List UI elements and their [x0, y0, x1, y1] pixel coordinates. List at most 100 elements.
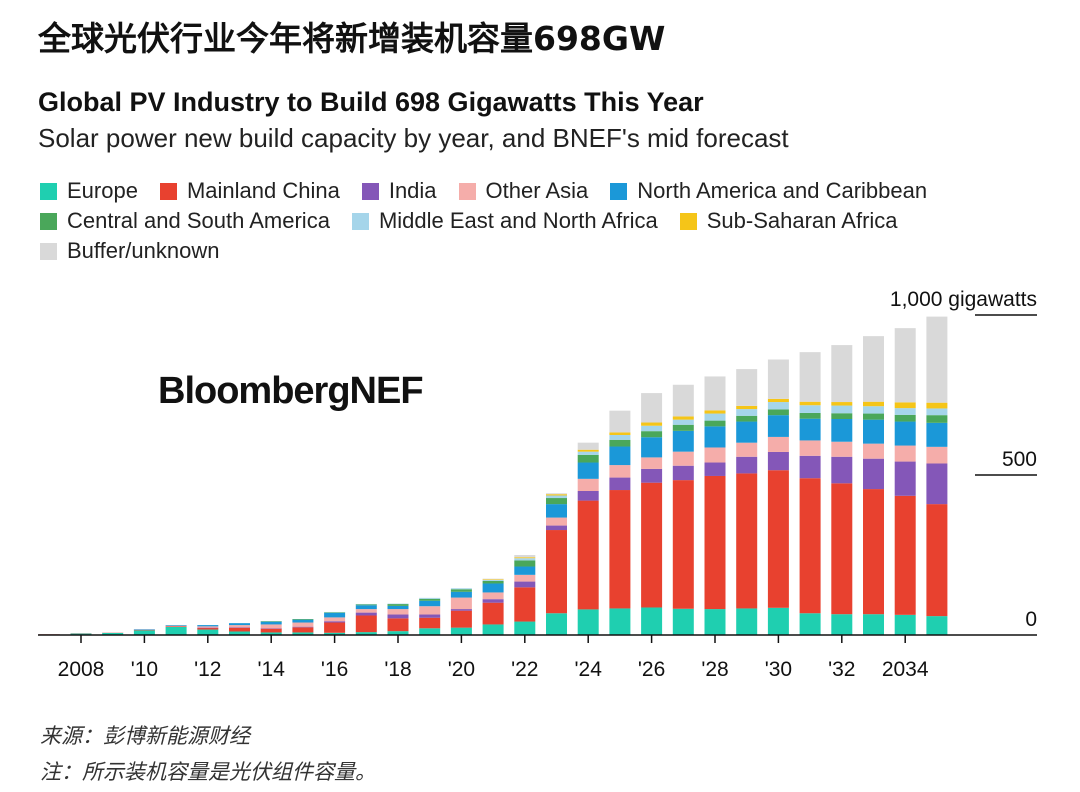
bar-segment-europe-2019: [419, 628, 441, 635]
bar-segment-middle-east-and-north-africa-2022: [514, 558, 536, 561]
legend-row: Buffer/unknown: [40, 236, 1040, 266]
x-tick-label: '26: [638, 658, 665, 681]
bar-segment-north-america-and-caribbean-2021: [482, 583, 504, 593]
legend-item-buffer-unknown: Buffer/unknown: [40, 236, 219, 266]
bar-segment-other-asia-2034: [894, 445, 916, 462]
bar-segment-india-2017: [355, 612, 377, 616]
legend-label: Europe: [67, 178, 138, 203]
bar-segment-india-2026: [641, 468, 663, 483]
bar-segment-mainland-china-2027: [672, 480, 694, 609]
bar-segment-india-2024: [577, 491, 599, 501]
bar-segment-europe-2022: [514, 621, 536, 635]
footnote: 注：所示装机容量是光伏组件容量。: [40, 760, 376, 784]
bar-segment-mainland-china-2029: [736, 473, 758, 609]
bar-segment-europe-2017: [355, 632, 377, 635]
bar-segment-central-and-south-america-2030: [767, 409, 789, 416]
bar-segment-north-america-and-caribbean-2020: [450, 591, 472, 598]
bar-segment-middle-east-and-north-africa-2018: [387, 603, 409, 605]
bar-segment-india-2016: [324, 621, 346, 623]
legend-item-mainland-china: Mainland China: [159, 176, 340, 206]
bar-segment-middle-east-and-north-africa-2019: [419, 597, 441, 599]
legend-item-other-asia: Other Asia: [458, 176, 588, 206]
bar-segment-middle-east-and-north-africa-2031: [799, 405, 821, 413]
bar-segment-mainland-china-2022: [514, 587, 536, 622]
x-tick-label: '22: [511, 658, 538, 681]
bar-segment-europe-2010: [133, 630, 155, 635]
bar-segment-europe-2034: [894, 614, 916, 635]
bar-segment-mainland-china-2015: [292, 627, 314, 633]
bar-segment-central-and-south-america-2029: [736, 415, 758, 422]
legend-label: Middle East and North Africa: [378, 208, 658, 233]
legend-label: Central and South America: [67, 208, 330, 233]
bar-segment-other-asia-2035: [926, 446, 948, 464]
bar-segment-north-america-and-caribbean-2018: [387, 605, 409, 610]
bar-segment-central-and-south-america-2018: [387, 603, 409, 606]
bar-segment-mainland-china-2010: [133, 629, 155, 631]
legend-swatch: [610, 182, 628, 200]
bar-segment-mainland-china-2014: [260, 628, 282, 633]
bar-segment-mainland-china-2031: [799, 478, 821, 614]
chart-title: Global PV Industry to Build 698 Gigawatt…: [38, 87, 704, 117]
bar-segment-buffer-unknown-2022: [514, 555, 536, 558]
legend-row: Central and South America Middle East an…: [40, 206, 1040, 236]
bar-segment-mainland-china-2011: [165, 626, 187, 627]
x-tick-label: 2034: [882, 658, 929, 681]
bar-segment-europe-2026: [641, 607, 663, 635]
bar-segment-mainland-china-2033: [863, 489, 884, 615]
bar-segment-india-2015: [292, 626, 314, 628]
bar-segment-central-and-south-america-2034: [894, 414, 916, 422]
legend-label: Sub-Saharan Africa: [706, 208, 898, 233]
bar-segment-india-2022: [514, 581, 536, 588]
bar-segment-mainland-china-2028: [704, 475, 726, 610]
bar-segment-north-america-and-caribbean-2012: [197, 625, 219, 627]
x-tick-label: '14: [258, 658, 286, 681]
bar-segment-north-america-and-caribbean-2033: [863, 419, 884, 444]
x-tick-label: '10: [131, 658, 158, 681]
bar-segment-other-asia-2015: [292, 622, 314, 627]
legend-swatch: [679, 212, 697, 230]
bar-segment-central-and-south-america-2019: [419, 598, 441, 601]
bar-segment-north-america-and-caribbean-2030: [767, 415, 789, 437]
bar-segment-sub-saharan-africa-2027: [672, 416, 694, 420]
bar-segment-middle-east-and-north-africa-2021: [482, 579, 504, 581]
bar-segment-north-america-and-caribbean-2014: [260, 621, 282, 625]
bar-segment-north-america-and-caribbean-2025: [609, 446, 631, 466]
bar-segment-central-and-south-america-2023: [546, 498, 567, 505]
legend-swatch: [40, 242, 57, 260]
bar-segment-other-asia-2024: [577, 478, 599, 491]
bar-segment-europe-2023: [546, 613, 567, 635]
bar-segment-europe-2015: [292, 632, 314, 635]
bar-segment-other-asia-2027: [672, 451, 694, 466]
y-axis: 1,000 gigawatts 500 0: [890, 288, 1037, 631]
bar-segment-mainland-china-2016: [324, 622, 346, 633]
bar-segment-middle-east-and-north-africa-2028: [704, 413, 726, 421]
bar-segment-sub-saharan-africa-2025: [609, 432, 631, 435]
bar-segment-north-america-and-caribbean-2015: [292, 619, 314, 623]
bar-segment-buffer-unknown-2023: [546, 493, 567, 495]
x-tick-label: '24: [575, 658, 603, 681]
bar-segment-central-and-south-america-2020: [450, 589, 472, 592]
bar-segment-other-asia-2010: [133, 629, 155, 631]
bar-segment-middle-east-and-north-africa-2035: [926, 408, 948, 416]
bar-segment-north-america-and-caribbean-2023: [546, 504, 567, 518]
bar-segment-sub-saharan-africa-2032: [831, 402, 853, 406]
bar-segment-north-america-and-caribbean-2029: [736, 421, 758, 443]
bar-segment-buffer-unknown-2033: [863, 336, 884, 402]
bar-segment-north-america-and-caribbean-2028: [704, 426, 726, 448]
bar-segment-north-america-and-caribbean-2019: [419, 600, 441, 607]
bar-segment-other-asia-2032: [831, 441, 853, 457]
bar-segment-other-asia-2019: [419, 606, 441, 615]
bar-segment-buffer-unknown-2035: [926, 316, 948, 403]
bar-segment-sub-saharan-africa-2034: [894, 402, 916, 409]
legend-item-mena: Middle East and North Africa: [351, 206, 658, 236]
x-tick-label: '32: [828, 658, 855, 681]
bar-segment-other-asia-2009: [102, 632, 124, 633]
bar-segment-north-america-and-caribbean-2017: [355, 605, 377, 610]
bar-segment-mainland-china-2035: [926, 504, 948, 617]
bar-segment-europe-2031: [799, 613, 821, 635]
bar-segment-europe-2021: [482, 624, 504, 635]
bar-segment-buffer-unknown-2034: [894, 328, 916, 403]
bar-segment-north-america-and-caribbean-2016: [324, 612, 346, 618]
bar-segment-central-and-south-america-2014: [260, 621, 282, 622]
bar-segment-central-and-south-america-2015: [292, 619, 314, 620]
